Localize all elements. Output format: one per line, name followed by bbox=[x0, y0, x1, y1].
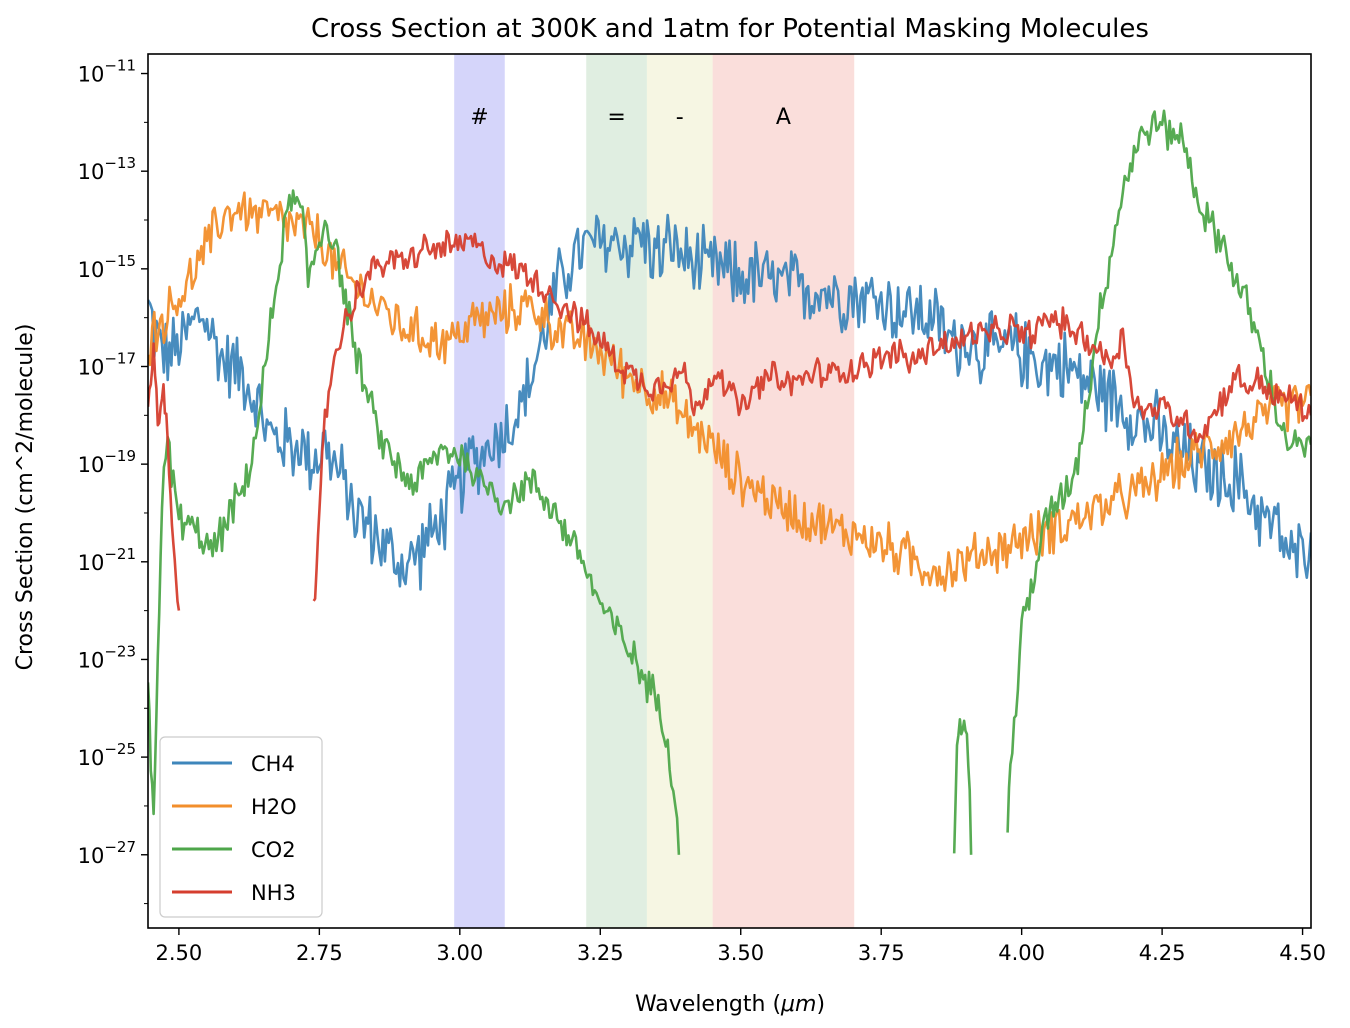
band-2 bbox=[646, 54, 713, 928]
series-ch4-line-0 bbox=[148, 213, 1311, 591]
y-tick-exponent: −23 bbox=[104, 642, 136, 660]
legend-label-ch4: CH4 bbox=[251, 752, 295, 776]
band-label-0: # bbox=[470, 105, 488, 130]
series-co2-line-0 bbox=[148, 189, 681, 855]
legend-label-nh3: NH3 bbox=[251, 881, 296, 905]
x-axis: 2.50 2.75 3.00 3.25 3.50 3.75 4.00 4.25 4.50 bbox=[156, 928, 1326, 965]
y-tick-exponent: −21 bbox=[104, 545, 136, 563]
x-tick-label: 2.75 bbox=[296, 941, 343, 965]
y-tick-exponent: −19 bbox=[104, 447, 136, 465]
x-tick-label: 2.50 bbox=[156, 941, 203, 965]
y-tick-base: 10 bbox=[78, 160, 105, 184]
y-tick-label: 10−15 bbox=[78, 252, 136, 282]
x-tick-label: 4.25 bbox=[1139, 941, 1186, 965]
legend-label-co2: CO2 bbox=[251, 838, 296, 862]
y-tick-label: 10−27 bbox=[78, 838, 136, 868]
y-tick-base: 10 bbox=[78, 355, 105, 379]
x-tick-label: 4.50 bbox=[1279, 941, 1326, 965]
y-tick-label: 10−13 bbox=[78, 154, 136, 184]
y-tick-label: 10−19 bbox=[78, 447, 136, 477]
y-axis: 10−1110−1310−1510−1710−1910−2110−2310−25… bbox=[78, 57, 148, 905]
band-label-3: A bbox=[776, 105, 791, 130]
x-axis-label: Wavelength (μm) bbox=[635, 992, 825, 1017]
y-tick-base: 10 bbox=[78, 258, 105, 282]
band-label-2: - bbox=[676, 105, 684, 130]
y-tick-base: 10 bbox=[78, 844, 105, 868]
y-tick-base: 10 bbox=[78, 648, 105, 672]
y-tick-label: 10−21 bbox=[78, 545, 136, 575]
x-tick-label: 3.25 bbox=[577, 941, 624, 965]
y-tick-label: 10−25 bbox=[78, 740, 136, 770]
y-tick-base: 10 bbox=[78, 453, 105, 477]
band-1 bbox=[586, 54, 647, 928]
y-tick-exponent: −15 bbox=[104, 252, 136, 270]
y-tick-base: 10 bbox=[78, 746, 105, 770]
x-tick-label: 3.75 bbox=[858, 941, 905, 965]
y-tick-exponent: −25 bbox=[104, 740, 136, 758]
band-3 bbox=[712, 54, 855, 928]
series-co2-line-1 bbox=[952, 718, 973, 855]
y-tick-label: 10−23 bbox=[78, 642, 136, 672]
series-lines bbox=[148, 109, 1311, 855]
plot-area bbox=[148, 109, 1311, 855]
y-tick-exponent: −13 bbox=[104, 154, 136, 172]
chart-title: Cross Section at 300K and 1atm for Poten… bbox=[311, 14, 1149, 44]
series-nh3-line-1 bbox=[312, 229, 1311, 602]
highlight-bands: # = - A bbox=[454, 54, 855, 928]
y-tick-label: 10−17 bbox=[78, 349, 136, 379]
x-tick-label: 4.00 bbox=[998, 941, 1045, 965]
y-tick-exponent: −17 bbox=[104, 349, 136, 367]
y-tick-exponent: −27 bbox=[104, 838, 136, 856]
x-tick-label: 3.00 bbox=[436, 941, 483, 965]
y-tick-label: 10−11 bbox=[78, 57, 136, 87]
y-tick-base: 10 bbox=[78, 551, 105, 575]
legend-box bbox=[159, 736, 323, 918]
band-label-1: = bbox=[607, 105, 625, 130]
series-nh3-line-0 bbox=[148, 342, 181, 611]
x-tick-label: 3.50 bbox=[717, 941, 764, 965]
legend: CH4 H2O CO2 NH3 bbox=[159, 736, 323, 918]
y-tick-base: 10 bbox=[78, 63, 105, 87]
y-tick-exponent: −11 bbox=[104, 57, 136, 75]
legend-label-h2o: H2O bbox=[251, 795, 297, 819]
plot-frame bbox=[147, 53, 1312, 929]
y-axis-label: Cross Section (cm^2/molecule) bbox=[13, 324, 38, 671]
series-co2-line-2 bbox=[1006, 109, 1311, 833]
series-h2o-line-0 bbox=[148, 191, 1311, 592]
